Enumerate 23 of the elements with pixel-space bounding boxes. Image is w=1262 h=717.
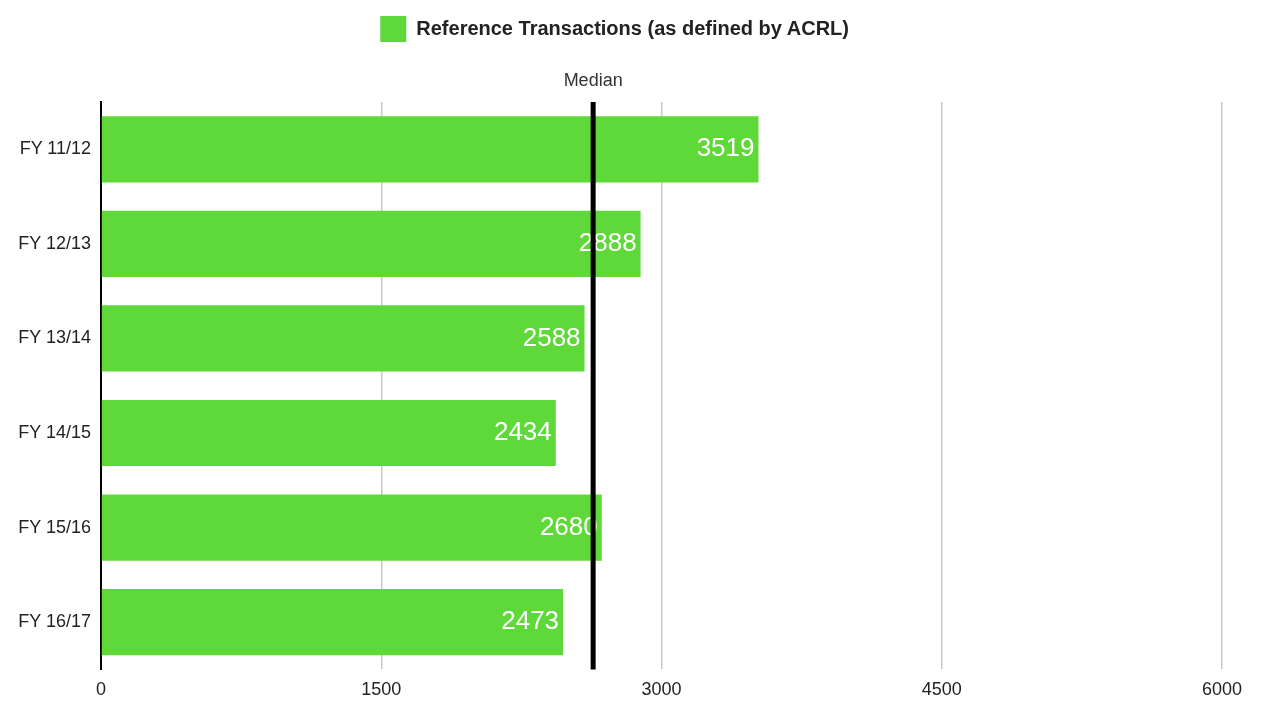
legend-label: Reference Transactions (as defined by ACRL) — [416, 16, 849, 39]
y-tick-label: FY 11/12 — [19, 138, 92, 159]
bar — [101, 305, 585, 372]
y-tick-label: FY 12/13 — [18, 232, 92, 253]
bar — [101, 399, 556, 467]
bar — [101, 589, 564, 656]
x-tick-label: 4500 — [921, 679, 962, 700]
bar — [101, 494, 602, 561]
bar — [101, 116, 759, 183]
data-label: 2473 — [501, 605, 560, 636]
data-label: 2588 — [522, 321, 581, 352]
x-tick-label: 6000 — [1201, 679, 1243, 700]
data-label: 3519 — [696, 132, 755, 163]
y-tick-label: FY 14/15 — [18, 421, 92, 442]
x-tick-label: 3000 — [641, 679, 682, 700]
x-tick-label: 0 — [96, 679, 107, 700]
y-tick-label: FY 13/14 — [18, 327, 92, 348]
ref-line-label: Median — [563, 69, 623, 90]
x-tick-label: 1500 — [361, 679, 402, 700]
y-tick-label: FY 15/16 — [18, 516, 92, 537]
bar — [101, 210, 641, 277]
y-tick-label: FY 16/17 — [18, 611, 92, 632]
data-label: 2434 — [493, 416, 552, 447]
